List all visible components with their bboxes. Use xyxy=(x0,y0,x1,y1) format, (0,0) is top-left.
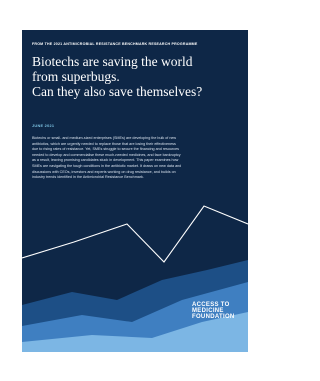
logo-line: FOUNDATION xyxy=(192,314,235,320)
date: JUNE 2021 xyxy=(32,124,54,128)
page: FROM THE 2021 ANTIMICROBIAL RESISTANCE B… xyxy=(0,0,268,381)
logo: ACCESS TO MEDICINE FOUNDATION xyxy=(192,302,235,320)
title-line: from superbugs. xyxy=(32,69,202,84)
title: Biotechs are saving the world from super… xyxy=(32,54,202,99)
title-line: Biotechs are saving the world xyxy=(32,54,202,69)
title-line: Can they also save themselves? xyxy=(32,84,202,99)
cover: FROM THE 2021 ANTIMICROBIAL RESISTANCE B… xyxy=(22,30,248,352)
trend-line xyxy=(22,206,248,262)
body-text: Biotechs or small- and medium-sized ente… xyxy=(32,136,182,181)
kicker: FROM THE 2021 ANTIMICROBIAL RESISTANCE B… xyxy=(32,42,242,46)
